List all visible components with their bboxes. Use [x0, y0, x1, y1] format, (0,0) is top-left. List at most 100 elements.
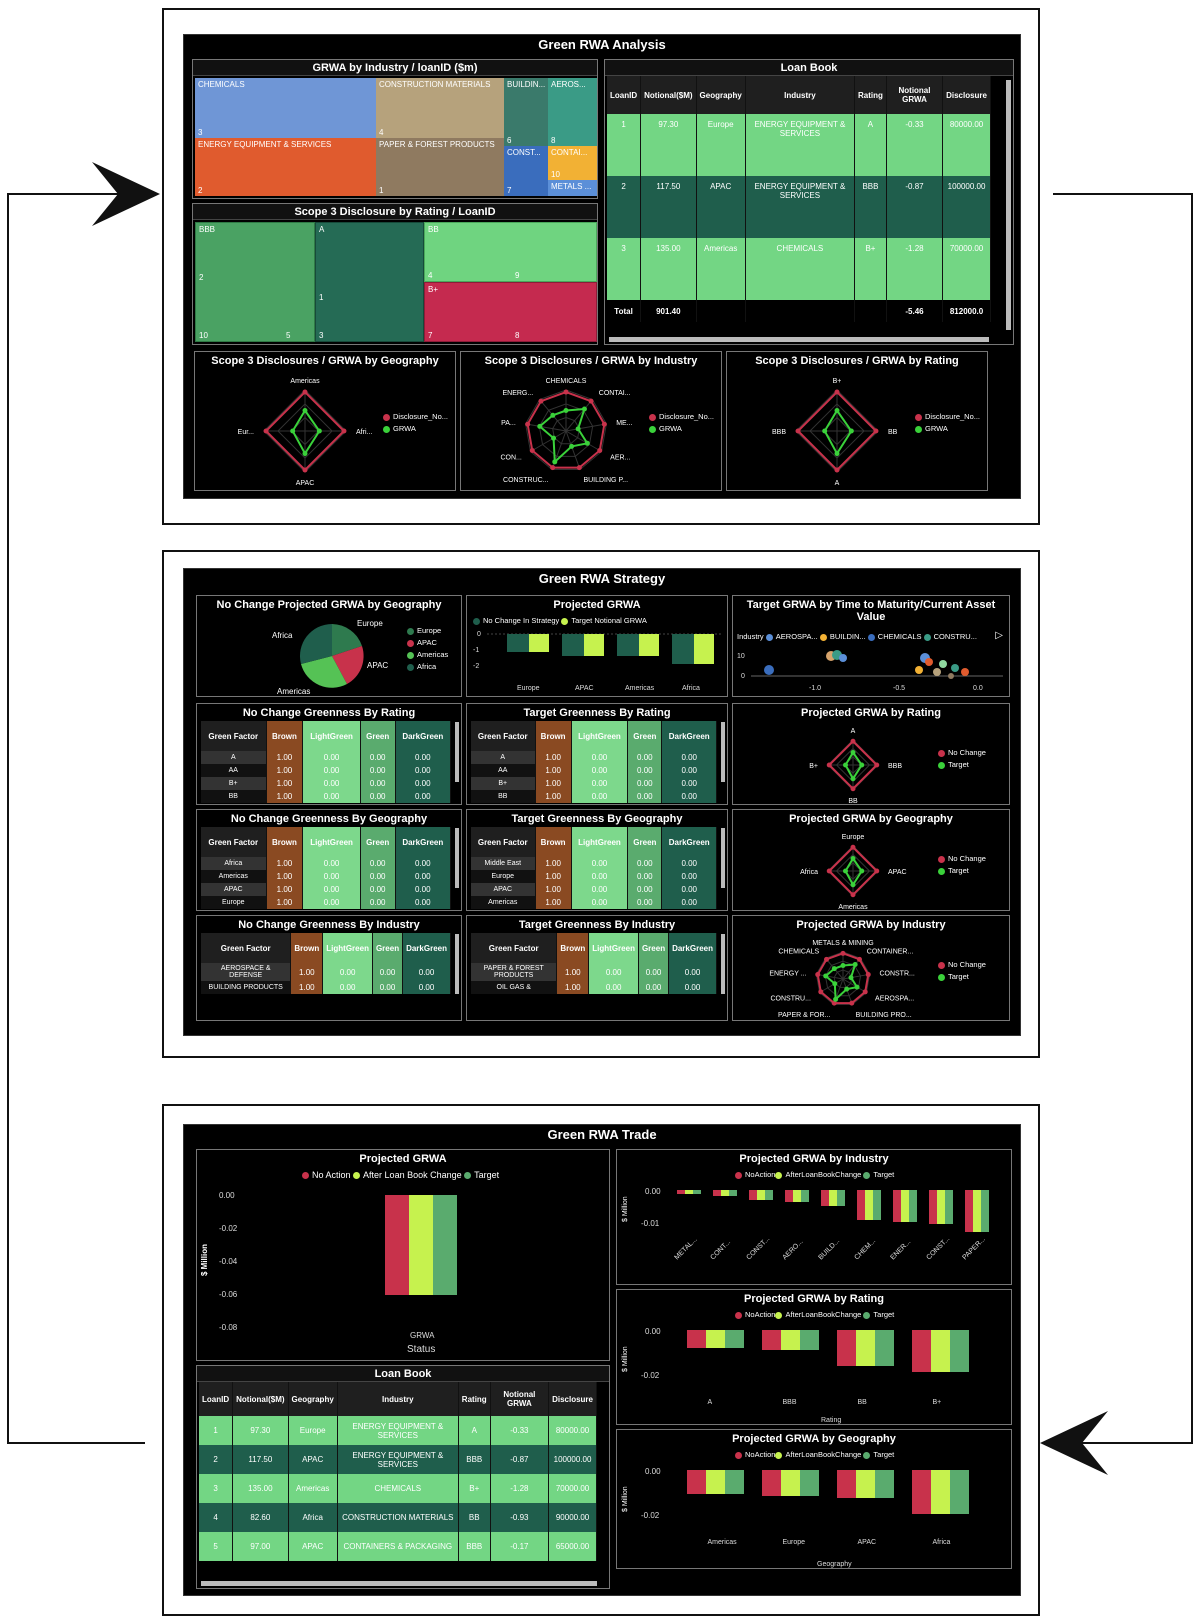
table-row[interactable]: BB 1.00 0.00 0.00 0.00: [201, 790, 452, 803]
col-header[interactable]: Brown: [266, 827, 304, 857]
pie-panel[interactable]: No Change Projected GRWA by Geography Eu…: [196, 595, 462, 697]
col-header[interactable]: LightGreen: [302, 721, 361, 751]
col-header[interactable]: Green: [638, 933, 670, 963]
projected-grwa-panel[interactable]: Projected GRWA No Change In Strategy Tar…: [466, 595, 728, 697]
radar-projected-rating-panel[interactable]: Projected GRWA by Rating A BBB BB B+ No Cha…: [732, 703, 1010, 805]
vertical-scrollbar[interactable]: [721, 934, 725, 994]
col-header[interactable]: Brown: [290, 933, 324, 963]
col-header[interactable]: Industry: [745, 76, 856, 114]
col-header[interactable]: LightGreen: [571, 827, 629, 857]
greenness-table-panel[interactable]: Target Greenness By Rating Green Factor Br…: [466, 703, 728, 805]
col-header[interactable]: LightGreen: [588, 933, 639, 963]
col-header[interactable]: Green Factor: [471, 721, 536, 751]
trade-industry-panel[interactable]: Projected GRWA by Industry NoAction After…: [616, 1149, 1012, 1285]
col-header[interactable]: Green: [360, 827, 396, 857]
greenness-table-panel[interactable]: No Change Greenness By Industry Green Fac…: [196, 915, 462, 1021]
radar-projected-industry-panel[interactable]: Projected GRWA by Industry METALS & MINI…: [732, 915, 1010, 1021]
radar-geography-panel[interactable]: Scope 3 Disclosures / GRWA by Geography …: [194, 351, 456, 491]
trade-rating-panel[interactable]: Projected GRWA by Rating NoAction AfterLo…: [616, 1289, 1012, 1425]
table-row[interactable]: B+ 1.00 0.00 0.00 0.00: [201, 777, 452, 790]
col-header[interactable]: Notional GRWA: [490, 1382, 550, 1416]
treemap-rating-panel[interactable]: Scope 3 Disclosure by Rating / LoanID BB…: [192, 203, 598, 345]
col-header[interactable]: LightGreen: [302, 827, 361, 857]
col-header[interactable]: LightGreen: [322, 933, 373, 963]
table-row[interactable]: 2 117.50 APAC ENERGY EQUIPMENT & SERVICES BB…: [607, 176, 991, 238]
table-row[interactable]: Middle East 1.00 0.00 0.00 0.00: [471, 857, 717, 870]
table-row[interactable]: OIL GAS & 1.00 0.00 0.00 0.00: [471, 981, 717, 994]
vertical-scrollbar[interactable]: [1006, 80, 1011, 330]
greenness-table-panel[interactable]: Target Greenness By Industry Green Factor…: [466, 915, 728, 1021]
col-header[interactable]: LightGreen: [571, 721, 629, 751]
table-row[interactable]: Europe 1.00 0.00 0.00 0.00: [471, 870, 717, 883]
greenness-table-panel[interactable]: Target Greenness By Geography Green Facto…: [466, 809, 728, 911]
treemap-cell[interactable]: PAPER & FOREST PRODUCTS 1: [376, 138, 504, 196]
col-header[interactable]: Brown: [556, 933, 590, 963]
treemap-cell[interactable]: B+ 7 8: [424, 282, 597, 342]
col-header[interactable]: Green Factor: [471, 933, 558, 963]
col-header[interactable]: Disclosure: [942, 76, 991, 114]
trade-loan-book-panel[interactable]: Loan Book LoanID Notional($M) Geography …: [196, 1365, 610, 1589]
treemap-cell[interactable]: CONST... 7: [504, 146, 548, 196]
col-header[interactable]: Brown: [535, 827, 572, 857]
col-header[interactable]: Notional($M): [640, 76, 697, 114]
table-row[interactable]: Europe 1.00 0.00 0.00 0.00: [201, 896, 452, 909]
treemap-industry-panel[interactable]: GRWA by Industry / loanID ($m) CHEMICALS…: [192, 59, 598, 199]
table-row[interactable]: 2 117.50 APAC ENERGY EQUIPMENT & SERVICES BB…: [199, 1445, 597, 1474]
table-row[interactable]: 3 135.00 Americas CHEMICALS B+ -1.28 70000.00: [199, 1474, 597, 1503]
treemap-cell[interactable]: CHEMICALS 3: [195, 78, 376, 138]
radar-projected-geography-panel[interactable]: Projected GRWA by Geography Europe APAC Am…: [732, 809, 1010, 911]
col-header[interactable]: Brown: [535, 721, 572, 751]
horizontal-scrollbar[interactable]: [201, 1581, 597, 1586]
trade-geography-panel[interactable]: Projected GRWA by Geography NoAction Afte…: [616, 1429, 1012, 1569]
greenness-table-panel[interactable]: No Change Greenness By Geography Green Fa…: [196, 809, 462, 911]
col-header[interactable]: Green Factor: [201, 827, 267, 857]
col-header[interactable]: LoanID: [199, 1382, 234, 1416]
treemap-cell[interactable]: AEROS... 8: [548, 78, 597, 146]
col-header[interactable]: Disclosure: [548, 1382, 597, 1416]
table-row[interactable]: 3 135.00 Americas CHEMICALS B+ -1.28 70000.00: [607, 238, 991, 300]
table-row[interactable]: Americas 1.00 0.00 0.00 0.00: [471, 896, 717, 909]
col-header[interactable]: Green: [372, 933, 404, 963]
table-row[interactable]: 1 97.30 Europe ENERGY EQUIPMENT & SERVICES A…: [607, 114, 991, 176]
vertical-scrollbar[interactable]: [721, 828, 725, 888]
table-row[interactable]: PAPER & FOREST PRODUCTS 1.00 0.00 0.00 0.00: [471, 963, 717, 981]
treemap-cell[interactable]: CONSTRUCTION MATERIALS 4: [376, 78, 504, 138]
col-header[interactable]: Green Factor: [201, 721, 267, 751]
col-header[interactable]: LoanID: [607, 76, 642, 114]
trade-projected-panel[interactable]: Projected GRWA No Action After Loan Book…: [196, 1149, 610, 1361]
table-row[interactable]: A 1.00 0.00 0.00 0.00: [471, 751, 717, 764]
col-header[interactable]: Geography: [696, 76, 746, 114]
table-row[interactable]: Africa 1.00 0.00 0.00 0.00: [201, 857, 452, 870]
col-header[interactable]: Industry: [337, 1382, 459, 1416]
table-row[interactable]: Americas 1.00 0.00 0.00 0.00: [201, 870, 452, 883]
table-row[interactable]: 5 97.00 APAC CONTAINERS & PACKAGING BBB -0.17…: [199, 1532, 597, 1561]
scatter-panel[interactable]: Target GRWA by Time to Maturity/Current …: [732, 595, 1010, 697]
table-row[interactable]: AA 1.00 0.00 0.00 0.00: [201, 764, 452, 777]
vertical-scrollbar[interactable]: [455, 722, 459, 782]
horizontal-scrollbar[interactable]: [609, 337, 989, 342]
table-row[interactable]: APAC 1.00 0.00 0.00 0.00: [201, 883, 452, 896]
vertical-scrollbar[interactable]: [455, 828, 459, 888]
radar-rating-panel[interactable]: Scope 3 Disclosures / GRWA by Rating B+ B…: [726, 351, 988, 491]
col-header[interactable]: Green Factor: [201, 933, 292, 963]
col-header[interactable]: Green: [627, 827, 663, 857]
treemap-cell[interactable]: METALS ...: [548, 180, 597, 196]
table-row[interactable]: A 1.00 0.00 0.00 0.00: [201, 751, 452, 764]
col-header[interactable]: Green Factor: [471, 827, 536, 857]
col-header[interactable]: Green: [360, 721, 396, 751]
greenness-table-panel[interactable]: No Change Greenness By Rating Green Facto…: [196, 703, 462, 805]
col-header[interactable]: DarkGreen: [402, 933, 451, 963]
col-header[interactable]: DarkGreen: [668, 933, 717, 963]
treemap-cell[interactable]: CONTAI... 10: [548, 146, 597, 180]
table-row[interactable]: BB 1.00 0.00 0.00 0.00: [471, 790, 717, 803]
vertical-scrollbar[interactable]: [721, 722, 725, 782]
col-header[interactable]: Green: [627, 721, 663, 751]
table-row[interactable]: 1 97.30 Europe ENERGY EQUIPMENT & SERVICES A…: [199, 1416, 597, 1445]
col-header[interactable]: DarkGreen: [395, 827, 452, 857]
radar-industry-panel[interactable]: Scope 3 Disclosures / GRWA by Industry C…: [460, 351, 722, 491]
vertical-scrollbar[interactable]: [455, 934, 459, 994]
treemap-cell[interactable]: BUILDIN... 6: [504, 78, 548, 146]
col-header[interactable]: Notional($M): [232, 1382, 289, 1416]
table-row[interactable]: AEROSPACE & DEFENSE 1.00 0.00 0.00 0.00: [201, 963, 451, 981]
